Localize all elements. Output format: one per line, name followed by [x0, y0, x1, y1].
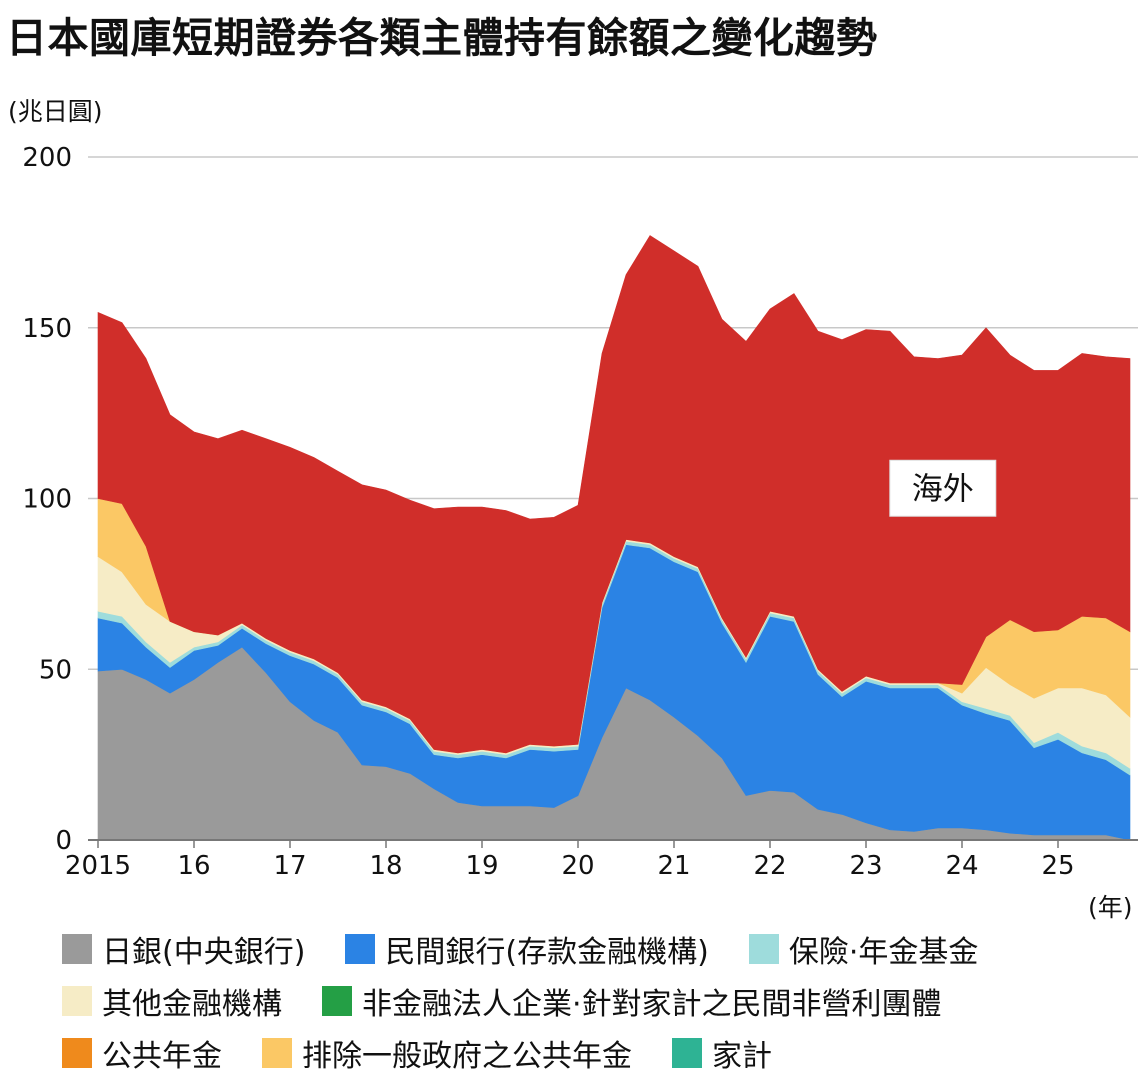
x-tick-label-23: 23 — [849, 851, 882, 881]
legend-row: 日銀(中央銀行) 民間銀行(存款金融機構) 保險·年金基金 — [62, 926, 1138, 972]
x-tick-label-2015: 2015 — [65, 851, 131, 881]
legend-swatch — [672, 1038, 702, 1068]
legend-label: 公共年金 — [102, 1039, 222, 1074]
annotation-label: 海外 — [912, 471, 974, 507]
x-tick-label-21: 21 — [657, 851, 690, 881]
legend-label: 其他金融機構 — [102, 987, 282, 1022]
legend-label: 非金融法人企業·針對家計之民間非營利團體 — [362, 987, 942, 1022]
y-tick-label-150: 150 — [22, 314, 72, 344]
y-tick-label-200: 200 — [22, 143, 72, 173]
legend-label: 民間銀行(存款金融機構) — [385, 935, 709, 970]
legend-swatch — [322, 986, 352, 1016]
legend-item: 公共年金 — [62, 1031, 222, 1075]
annotation-box — [889, 459, 997, 517]
legend-swatch — [262, 1038, 292, 1068]
y-tick-label-50: 50 — [39, 655, 72, 685]
legend-row: 公共年金 排除一般政府之公共年金 家計 — [62, 1030, 1138, 1076]
legend-item: 排除一般政府之公共年金 — [262, 1031, 632, 1075]
chart-title: 日本國庫短期證券各類主體持有餘額之變化趨勢 — [6, 14, 878, 62]
y-tick-label-0: 0 — [55, 826, 72, 856]
legend-swatch — [62, 986, 92, 1016]
legend-swatch — [345, 934, 376, 964]
legend-label: 家計 — [712, 1039, 772, 1074]
annotation-callout-0: 海外 — [889, 459, 997, 517]
legend-row: 其他金融機構 非金融法人企業·針對家計之民間非營利團體 — [62, 978, 1138, 1024]
x-tick-label-17: 17 — [273, 851, 306, 881]
legend-label: 排除一般政府之公共年金 — [302, 1039, 632, 1074]
area-series-8 — [97, 235, 1131, 754]
legend-item: 日銀(中央銀行) — [62, 927, 305, 971]
y-axis-unit-label: (兆日圓) — [8, 97, 103, 126]
x-tick-label-22: 22 — [753, 851, 786, 881]
x-tick-label-24: 24 — [945, 851, 978, 881]
legend-item: 非金融法人企業·針對家計之民間非營利團體 — [322, 979, 942, 1023]
y-tick-label-100: 100 — [22, 485, 72, 515]
legend-item: 保險·年金基金 — [748, 927, 979, 971]
chart-legend: 日銀(中央銀行) 民間銀行(存款金融機構) 保險·年金基金其他金融機構 非金融法人企業… — [62, 926, 1138, 1076]
x-tick-label-16: 16 — [177, 851, 210, 881]
legend-item: 家計 — [672, 1031, 772, 1075]
x-tick-label-18: 18 — [369, 851, 402, 881]
x-tick-label-20: 20 — [561, 851, 594, 881]
stacked-area-chart: 0 50 100 150 200 2015 16 17 18 19 20 21 22 23 24 25 海外 — [22, 143, 1138, 881]
legend-label: 日銀(中央銀行) — [102, 935, 306, 970]
legend-item: 民間銀行(存款金融機構) — [345, 927, 709, 971]
x-axis-unit-label: (年) — [1088, 893, 1133, 922]
legend-swatch — [62, 1038, 92, 1068]
x-tick-label-25: 25 — [1041, 851, 1074, 881]
legend-swatch — [62, 934, 92, 964]
legend-label: 保險·年金基金 — [788, 935, 979, 970]
x-tick-label-19: 19 — [465, 851, 498, 881]
legend-item: 其他金融機構 — [62, 979, 282, 1023]
legend-swatch — [748, 934, 779, 964]
area-layers — [97, 235, 1131, 841]
